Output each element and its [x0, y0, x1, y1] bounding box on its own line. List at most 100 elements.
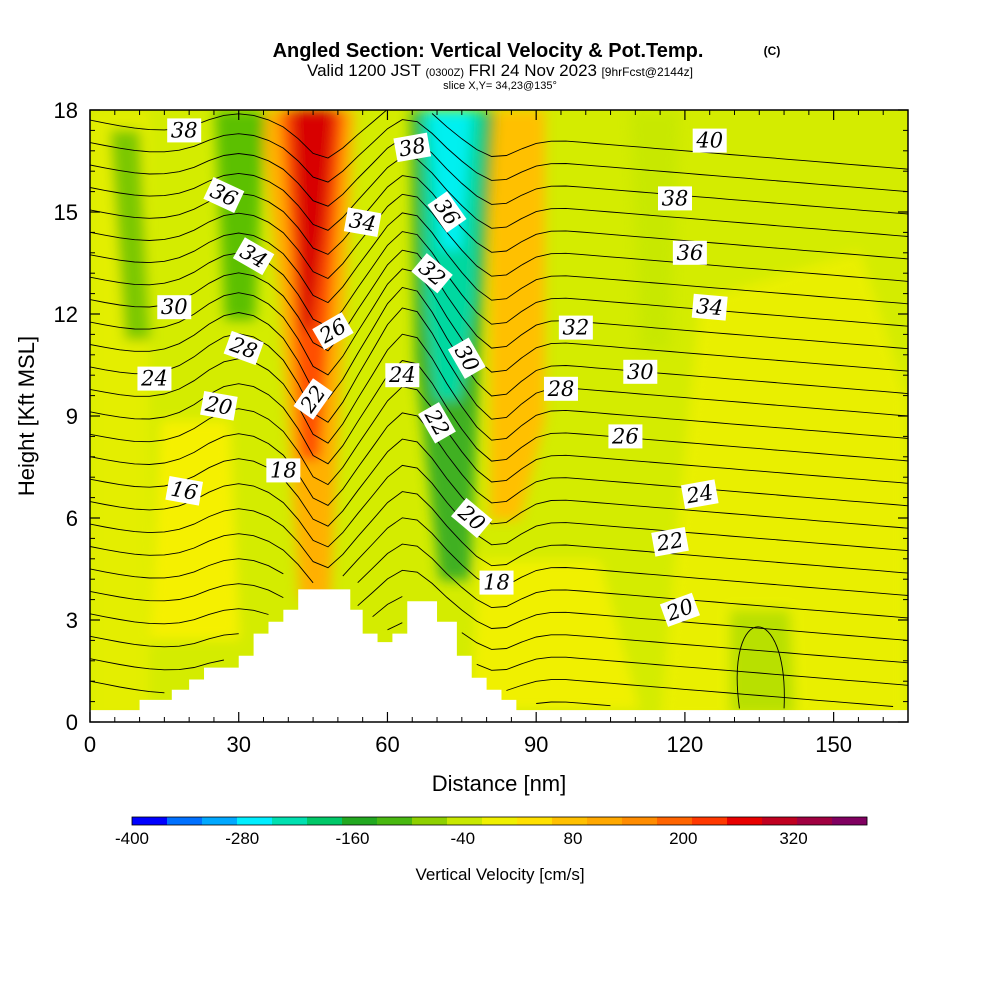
colorbar-swatch	[517, 817, 553, 825]
y-tick-label: 9	[66, 404, 78, 429]
theta-contour-line	[90, 543, 908, 619]
contour-label: 30	[157, 295, 192, 320]
colorbar-label: Vertical Velocity [cm/s]	[415, 865, 584, 884]
y-tick-label: 6	[66, 506, 78, 531]
colorbar: -400 -280 -160 -40 80 200 320	[115, 816, 868, 848]
contour-label-text: 26	[611, 424, 639, 448]
theta-contour-line	[90, 438, 908, 529]
contour-label: 24	[137, 366, 172, 391]
contour-label-box	[672, 240, 707, 265]
valid-zulu: (0300Z)	[425, 67, 464, 79]
colorbar-swatch	[832, 817, 868, 825]
colorbar-frame	[131, 816, 868, 826]
contour-label-box	[137, 366, 172, 391]
contour-label-box	[659, 592, 701, 627]
contour-label-text: 40	[695, 129, 723, 153]
theta-contour-line	[90, 680, 611, 707]
contour-label: 28	[543, 376, 578, 401]
contour-label-box	[691, 293, 728, 321]
contour-label-box	[651, 527, 689, 557]
terrain	[90, 589, 908, 722]
y-tick-label: 0	[66, 710, 78, 735]
contour-label: 38	[657, 186, 692, 211]
valid-prefix: Valid 1200 JST	[307, 61, 421, 80]
contour-label-box	[203, 176, 245, 214]
colorbar-tick-label: -400	[115, 829, 149, 848]
colorbar-swatch	[412, 817, 448, 825]
theta-contour-line	[90, 622, 908, 686]
valid-line: Valid 1200 JST (0300Z) FRI 24 Nov 2023 […	[307, 61, 693, 80]
contour-label-box	[450, 497, 493, 539]
contour-label-box	[393, 132, 432, 163]
x-tick-label: 30	[226, 732, 250, 757]
slice-info: slice X,Y= 34,23@135°	[443, 80, 557, 92]
contour-label: 34	[232, 237, 275, 276]
y-axis-label: Height [Kft MSL]	[14, 336, 39, 496]
updraft-band-right	[660, 250, 908, 722]
colorbar-swatch	[202, 817, 238, 825]
contour-label-text: 30	[161, 295, 188, 319]
contour-label-text: 32	[562, 316, 589, 340]
contour-label-box	[657, 186, 692, 211]
contour-label: 20	[200, 391, 238, 421]
colorbar-tick-label: 200	[669, 829, 697, 848]
colorbar-swatch	[377, 817, 413, 825]
colorbar-swatch	[237, 817, 273, 825]
contour-label-text: 28	[547, 377, 575, 401]
downdraft-band-far-east	[730, 610, 795, 715]
contour-label: 18	[266, 458, 301, 483]
contour-label-text: 18	[270, 458, 297, 482]
downdraft-band-west	[110, 130, 150, 340]
contour-label-box	[223, 330, 264, 366]
x-tick-label: 60	[375, 732, 399, 757]
contour-label-text: 38	[662, 186, 689, 210]
theta-contour-line	[90, 517, 908, 596]
theta-contour-line	[90, 307, 908, 423]
contour-label-box	[623, 359, 658, 384]
theta-contour-line	[90, 156, 908, 237]
contour-label: 18	[479, 570, 514, 595]
contour-label-text: 22	[654, 528, 685, 556]
colorbar-tick-label: 80	[564, 829, 583, 848]
theta-contour-line	[90, 119, 908, 193]
theta-contour-line	[90, 491, 908, 574]
y-tick-label: 3	[66, 608, 78, 633]
theta-contour-line	[90, 231, 908, 328]
updraft-band-core	[292, 110, 335, 330]
colorbar-swatch	[657, 817, 693, 825]
colorbar-swatch	[692, 817, 728, 825]
x-tick-label: 0	[84, 732, 96, 757]
contour-label: 16	[165, 476, 204, 506]
contour-label: 24	[680, 479, 719, 509]
colorbar-swatch	[587, 817, 623, 825]
contour-label-box	[543, 376, 578, 401]
contour-label-box	[165, 476, 204, 506]
theta-contour-line	[90, 464, 908, 552]
valid-date: FRI 24 Nov 2023	[468, 61, 597, 80]
theta-contour-line	[90, 249, 908, 352]
colorbar-swatch	[622, 817, 658, 825]
contour-label: 40	[692, 128, 727, 153]
y-tick-label: 18	[54, 98, 78, 123]
contour-label-text: 38	[397, 133, 427, 161]
contour-label: 36	[672, 240, 707, 265]
colorbar-swatch	[272, 817, 308, 825]
x-tick-label: 120	[667, 732, 704, 757]
contour-label-box	[479, 570, 514, 595]
contour-label-box	[343, 207, 382, 237]
contour-label-box	[266, 458, 301, 483]
contour-label-box	[680, 479, 719, 509]
contour-label-text: 24	[388, 363, 416, 387]
theta-contour-line	[90, 193, 908, 282]
theta-contour-line	[90, 137, 908, 215]
contour-label-box	[692, 128, 727, 153]
colorbar-tick-label: -40	[450, 829, 475, 848]
contour-label-text: 18	[483, 571, 510, 595]
colorbar-swatch	[762, 817, 798, 825]
theta-contour-line	[90, 658, 894, 707]
theta-contour-line	[90, 412, 908, 507]
colorbar-swatch	[132, 817, 168, 825]
colorbar-tick-label: -280	[225, 829, 259, 848]
